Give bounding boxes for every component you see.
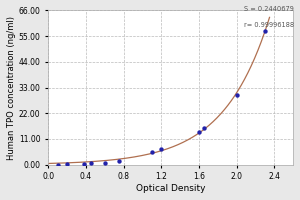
Y-axis label: Human TPO concentration (ng/ml): Human TPO concentration (ng/ml) (7, 16, 16, 160)
Point (116, 160, 121, 163)
Point (159, 148, 164, 151)
Text: r= 0.99996188: r= 0.99996188 (244, 22, 294, 28)
Point (65, 163, 70, 166)
Point (196, 130, 201, 134)
Point (201, 127, 206, 130)
Point (82, 162, 86, 165)
Point (88, 162, 93, 165)
Point (102, 161, 107, 164)
Text: S = 0.2440679: S = 0.2440679 (244, 6, 294, 12)
Point (149, 150, 154, 153)
Point (234, 93, 239, 96)
Point (262, 30, 267, 33)
Point (55, 163, 60, 166)
X-axis label: Optical Density: Optical Density (136, 184, 206, 193)
